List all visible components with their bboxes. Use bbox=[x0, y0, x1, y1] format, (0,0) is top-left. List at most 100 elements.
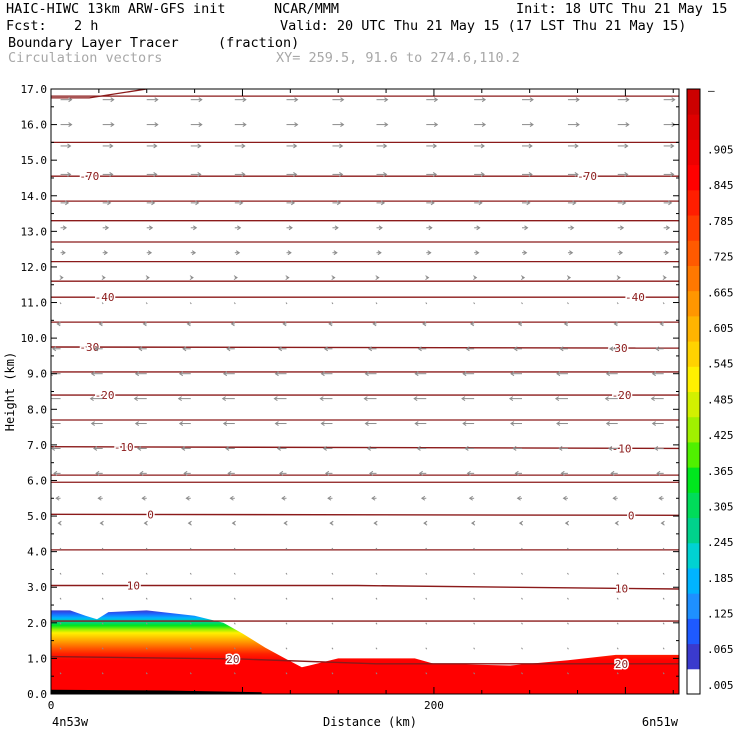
wind-arrowhead bbox=[294, 97, 299, 103]
wind-vector bbox=[101, 597, 104, 600]
wind-arrowhead bbox=[432, 171, 438, 177]
wind-vector bbox=[101, 672, 104, 675]
wind-vector bbox=[331, 622, 334, 625]
wind-arrowhead bbox=[658, 495, 663, 501]
wind-vector bbox=[285, 572, 288, 575]
wind-arrowhead bbox=[242, 97, 247, 103]
x-axis-label: Distance (km) bbox=[323, 715, 417, 729]
wind-arrowhead bbox=[651, 421, 656, 426]
wind-vector bbox=[101, 547, 104, 550]
wind-vector bbox=[567, 597, 569, 600]
wind-vector bbox=[473, 572, 476, 575]
wind-arrowhead bbox=[510, 421, 515, 426]
x-tick-label: 0 bbox=[48, 699, 55, 712]
wind-vector bbox=[189, 302, 192, 305]
wind-arrowhead bbox=[366, 446, 371, 451]
wind-arrowhead bbox=[142, 321, 147, 327]
wind-arrowhead bbox=[384, 97, 389, 103]
wind-arrowhead bbox=[92, 446, 98, 451]
wind-arrowhead bbox=[139, 470, 144, 476]
contour-label: 20 bbox=[615, 658, 628, 671]
tracer-field bbox=[51, 610, 679, 694]
wind-arrowhead bbox=[57, 520, 62, 526]
wind-vector bbox=[521, 647, 523, 650]
wind-arrowhead bbox=[373, 520, 378, 526]
wind-arrowhead bbox=[237, 225, 242, 231]
wind-arrowhead bbox=[189, 275, 194, 281]
wind-arrowhead bbox=[151, 200, 156, 206]
wind-vector bbox=[59, 572, 62, 575]
wind-arrowhead bbox=[432, 143, 438, 149]
colorbar-swatch bbox=[687, 391, 700, 418]
wind-vector bbox=[662, 647, 665, 650]
colorbar: .905 .845 .785 .725 .665 .605 .545 .485 .425 .365… bbox=[686, 84, 734, 695]
wind-arrowhead bbox=[427, 250, 432, 256]
wind-vector bbox=[375, 302, 378, 305]
colorbar-swatch bbox=[687, 618, 700, 645]
colorbar-label: .425 bbox=[707, 429, 734, 442]
wind-arrowhead bbox=[510, 371, 515, 377]
wind-vector bbox=[567, 302, 569, 305]
wind-arrowhead bbox=[178, 371, 184, 377]
wind-vector bbox=[375, 572, 378, 575]
wind-arrowhead bbox=[364, 421, 369, 426]
wind-arrowhead bbox=[662, 275, 667, 281]
wind-arrowhead bbox=[377, 250, 382, 256]
wind-vector bbox=[233, 572, 236, 575]
wind-arrowhead bbox=[420, 495, 426, 501]
wind-vector bbox=[425, 302, 428, 305]
wind-arrowhead bbox=[133, 396, 138, 402]
contour-label: 20 bbox=[226, 653, 239, 666]
wind-arrowhead bbox=[473, 275, 478, 281]
wind-vector bbox=[189, 647, 192, 650]
colorbar-swatch bbox=[687, 315, 700, 342]
wind-arrowhead bbox=[178, 421, 184, 426]
colorbar-swatch bbox=[687, 290, 700, 317]
wind-arrowhead bbox=[469, 321, 475, 327]
wind-arrowhead bbox=[197, 143, 202, 149]
wind-arrowhead bbox=[134, 421, 140, 426]
wind-arrowhead bbox=[285, 275, 290, 281]
wind-arrowhead bbox=[512, 446, 517, 451]
wind-vector bbox=[521, 622, 523, 625]
wind-vector bbox=[331, 597, 334, 600]
wind-arrowhead bbox=[556, 421, 561, 426]
wind-arrowhead bbox=[107, 200, 112, 206]
colorbar-swatch bbox=[687, 240, 700, 266]
wind-arrowhead bbox=[239, 200, 244, 206]
wind-arrowhead bbox=[513, 346, 518, 352]
wind-arrowhead bbox=[625, 122, 630, 128]
wind-vector bbox=[567, 572, 569, 575]
wind-arrowhead bbox=[466, 470, 471, 476]
wind-arrowhead bbox=[90, 421, 95, 426]
y-axis-label: Height (km) bbox=[3, 352, 17, 431]
colorbar-label: .065 bbox=[707, 643, 734, 656]
wind-vector bbox=[375, 647, 378, 650]
wind-vector bbox=[616, 597, 619, 600]
wind-arrowhead bbox=[191, 250, 197, 256]
wind-arrowhead bbox=[324, 470, 330, 476]
wind-arrowhead bbox=[554, 396, 560, 402]
wind-vector bbox=[189, 672, 192, 675]
wind-arrowhead bbox=[274, 371, 279, 377]
wind-vector bbox=[473, 302, 476, 305]
colorbar-swatch bbox=[687, 139, 700, 166]
wind-arrowhead bbox=[64, 200, 70, 206]
wind-arrowhead bbox=[508, 396, 514, 402]
wind-arrowhead bbox=[109, 143, 114, 149]
wind-vector bbox=[473, 597, 476, 600]
wind-vector bbox=[189, 597, 192, 600]
colorbar-swatch bbox=[687, 265, 700, 292]
wind-vector bbox=[331, 672, 334, 675]
wind-vector bbox=[662, 302, 665, 305]
vector-label: Circulation vectors bbox=[8, 50, 163, 66]
wind-arrowhead bbox=[333, 250, 338, 256]
wind-vector bbox=[233, 672, 236, 675]
wind-vector bbox=[425, 622, 428, 625]
wind-arrowhead bbox=[276, 446, 281, 451]
colorbar-label: .605 bbox=[707, 322, 734, 335]
wind-vector bbox=[375, 622, 378, 625]
wind-arrowhead bbox=[334, 225, 339, 231]
wind-arrowhead bbox=[222, 421, 228, 426]
